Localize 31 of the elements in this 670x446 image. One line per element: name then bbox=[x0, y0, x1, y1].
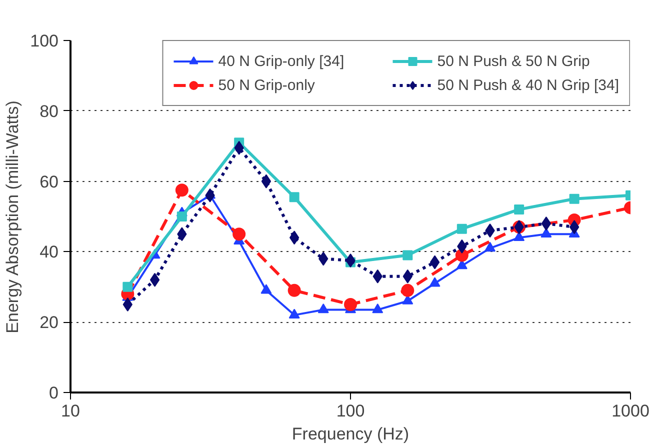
point bbox=[288, 308, 300, 318]
legend-label: 50 N Push & 50 N Grip bbox=[437, 52, 591, 70]
x-tick-label: 10 bbox=[61, 402, 80, 420]
point bbox=[372, 304, 384, 314]
legend-label: 50 N Push & 40 N Grip [34] bbox=[437, 76, 619, 94]
point bbox=[260, 284, 272, 294]
y-tick-label: 80 bbox=[40, 102, 59, 121]
point bbox=[150, 272, 160, 287]
y-tick-label: 60 bbox=[40, 172, 59, 192]
y-axis-title: Energy Absorption (milli-Watts) bbox=[3, 100, 22, 334]
x-tick-label: 1000 bbox=[612, 402, 650, 420]
point bbox=[484, 242, 496, 252]
x-tick-label: 100 bbox=[336, 402, 365, 420]
y-tick-label: 0 bbox=[49, 384, 59, 402]
point bbox=[429, 277, 440, 287]
point bbox=[289, 230, 300, 245]
point bbox=[569, 220, 580, 234]
point bbox=[261, 174, 272, 188]
point bbox=[430, 255, 440, 270]
point bbox=[122, 298, 132, 312]
legend-label: 40 N Grip-only [34] bbox=[218, 52, 346, 70]
point bbox=[540, 228, 552, 238]
point bbox=[122, 282, 133, 292]
point bbox=[318, 304, 329, 314]
point bbox=[346, 254, 356, 268]
point bbox=[541, 216, 552, 231]
y-tick-label: 40 bbox=[40, 242, 59, 262]
y-tick-label: 20 bbox=[40, 313, 59, 332]
legend-label: 50 N Grip-only bbox=[218, 76, 316, 94]
x-axis-title: Frequency (Hz) bbox=[292, 424, 410, 444]
y-tick-label: 100 bbox=[30, 32, 59, 50]
